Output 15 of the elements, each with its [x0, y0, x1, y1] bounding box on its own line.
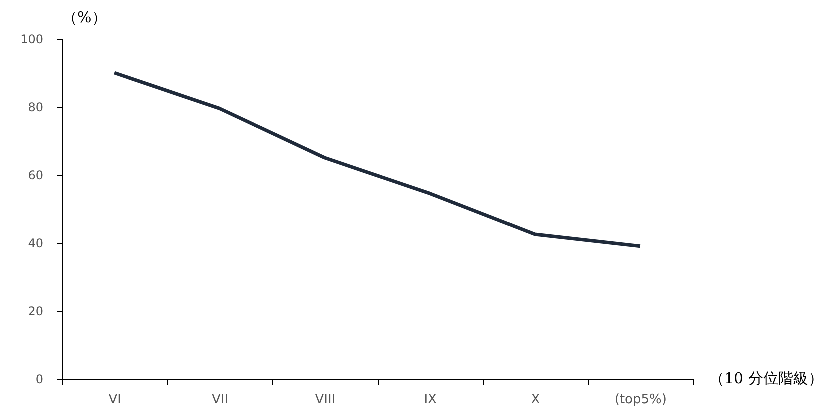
- x-axis-title: （10 分位階級）: [710, 370, 824, 388]
- y-tick-label: 80: [28, 100, 44, 114]
- line-series: [112, 71, 642, 248]
- x-tick-label: X: [531, 392, 540, 408]
- y-tick-label: 0: [36, 372, 44, 386]
- y-axis-title: （%）: [62, 8, 107, 26]
- y-tick-label: 60: [28, 168, 44, 182]
- y-tick-label: 40: [28, 236, 44, 250]
- x-tick-label: VI: [108, 392, 122, 408]
- y-tick-label: 100: [20, 32, 44, 46]
- x-tick-label: IX: [424, 392, 438, 408]
- x-tick-label: VIII: [315, 392, 336, 408]
- y-tick-label: 20: [28, 304, 44, 318]
- x-tick-label: (top5%): [614, 392, 667, 408]
- x-tick-label: VII: [212, 392, 229, 408]
